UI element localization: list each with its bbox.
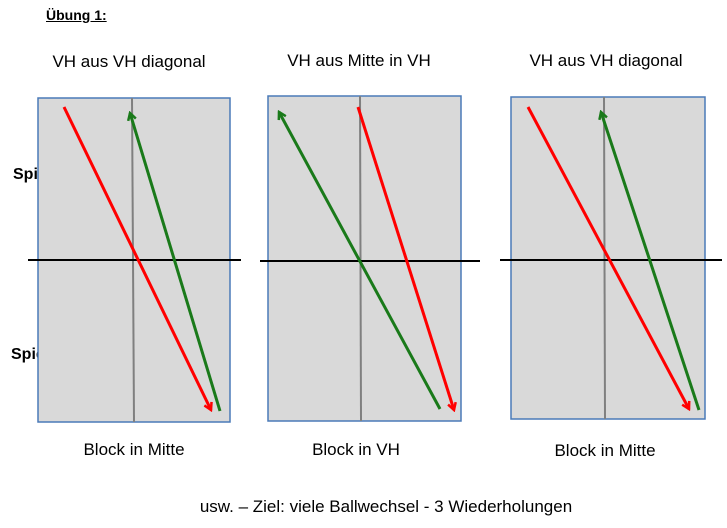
table-1-red-path [62, 106, 211, 410]
table-3-green-path [601, 112, 701, 411]
column-2-title: VH aus Mitte in VH [287, 51, 431, 70]
column-1-caption: Block in Mitte [83, 440, 185, 459]
table-1-green-path [130, 113, 222, 412]
table-2-center-line [359, 95, 362, 422]
table-2 [260, 95, 480, 422]
table-3-red-path [526, 106, 689, 409]
table-2-surface [267, 95, 462, 422]
column-3-caption: Block in Mitte [554, 441, 656, 460]
table-2-green-path [279, 112, 442, 410]
table-3 [500, 96, 722, 420]
column-1-title: VH aus VH diagonal [52, 52, 206, 71]
table-3-center-line [603, 96, 606, 420]
column-3-title: VH aus VH diagonal [529, 51, 683, 70]
exercise-heading: Übung 1: [46, 7, 107, 23]
column-2-caption: Block in VH [312, 440, 400, 459]
table-1 [28, 97, 241, 423]
footer-note: usw. – Ziel: viele Ballwechsel - 3 Wiede… [199, 497, 573, 516]
table-2-red-path [356, 106, 454, 410]
